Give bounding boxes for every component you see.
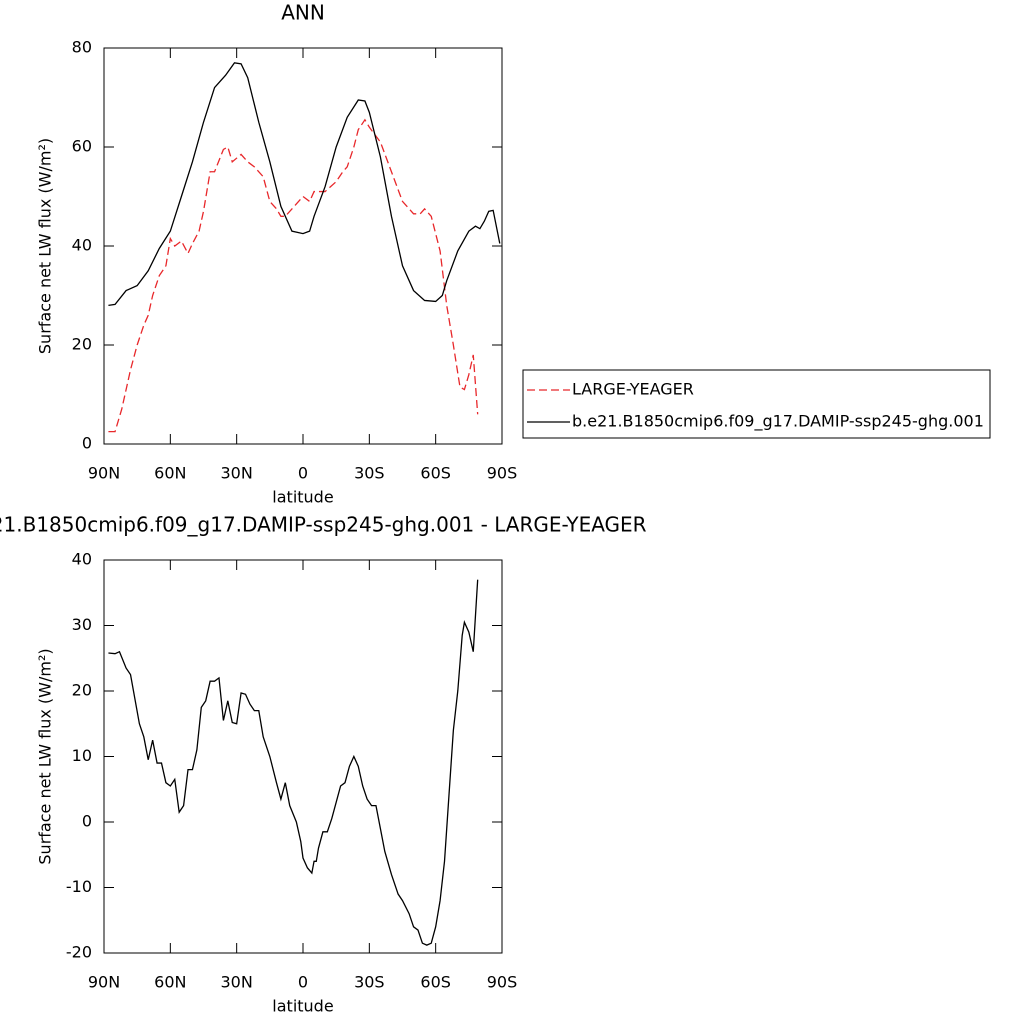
y-tick-label: -20 <box>66 943 92 962</box>
plot-frame <box>103 47 503 445</box>
y-tick-label: 0 <box>82 434 92 453</box>
y-tick-label: 20 <box>72 681 92 700</box>
x-tick-label: 90S <box>487 973 518 992</box>
x-tick-label: 30N <box>221 464 253 483</box>
y-tick-label: 40 <box>72 550 92 569</box>
x-tick-label: 60N <box>154 973 186 992</box>
x-tick-label: 30S <box>354 464 385 483</box>
x-tick-label: 0 <box>298 464 308 483</box>
x-axis-label: latitude <box>272 488 333 507</box>
chart-title: b.e21.B1850cmip6.f09_g17.DAMIP-ssp245-gh… <box>0 513 647 537</box>
data-line <box>108 62 501 307</box>
y-tick-label: 60 <box>72 137 92 156</box>
x-tick-label: 90N <box>88 973 120 992</box>
y-tick-label: 80 <box>72 38 92 57</box>
legend-box <box>522 369 991 439</box>
legend-label: LARGE-YEAGER <box>572 380 694 399</box>
x-tick-label: 0 <box>298 973 308 992</box>
x-tick-label: 60N <box>154 464 186 483</box>
y-tick-label: 0 <box>82 812 92 831</box>
x-tick-label: 90N <box>88 464 120 483</box>
data-line <box>108 118 479 433</box>
chart-title: ANN <box>281 1 325 25</box>
y-tick-label: 10 <box>72 746 92 765</box>
data-line <box>108 579 479 946</box>
y-tick-label: 30 <box>72 615 92 634</box>
x-axis-label: latitude <box>272 997 333 1016</box>
x-tick-label: 90S <box>487 464 518 483</box>
y-axis-label: Surface net LW flux (W/m²) <box>36 648 55 864</box>
plot-frame <box>103 559 503 954</box>
y-tick-label: -10 <box>66 877 92 896</box>
x-tick-label: 60S <box>420 464 451 483</box>
x-tick-label: 60S <box>420 973 451 992</box>
y-tick-label: 20 <box>72 335 92 354</box>
x-tick-label: 30S <box>354 973 385 992</box>
x-tick-label: 30N <box>221 973 253 992</box>
legend-label: b.e21.B1850cmip6.f09_g17.DAMIP-ssp245-gh… <box>572 412 984 432</box>
y-tick-label: 40 <box>72 236 92 255</box>
y-axis-label: Surface net LW flux (W/m²) <box>36 138 55 354</box>
